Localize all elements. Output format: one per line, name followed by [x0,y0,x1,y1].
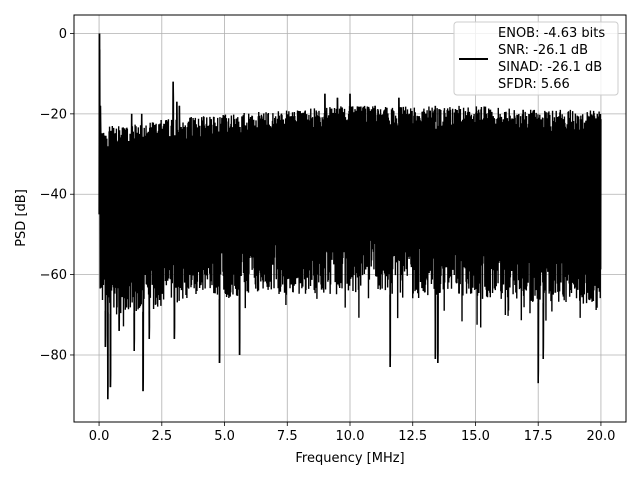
y-tick-label: −60 [40,268,67,283]
x-tick-label: 5.0 [214,429,235,444]
legend: ENOB: -4.63 bits SNR: -26.1 dB SINAD: -2… [453,21,619,96]
x-axis: 0.0 2.5 5.0 7.5 10.0 12.5 15.0 17.5 20.0 [89,422,615,444]
legend-snr: SNR: -26.1 dB [498,43,588,58]
x-tick-label: 2.5 [151,429,172,444]
x-tick-label: 12.5 [398,429,427,444]
x-axis-label: Frequency [MHz] [295,451,404,466]
y-tick-label: −20 [40,107,67,122]
x-tick-label: 20.0 [586,429,615,444]
x-tick-label: 17.5 [524,429,553,444]
legend-box [453,21,619,96]
y-axis: 0 −20 −40 −60 −80 [40,27,74,363]
x-tick-label: 7.5 [277,429,298,444]
y-tick-label: 0 [59,27,67,42]
legend-sfdr: SFDR: 5.66 [498,77,570,92]
series-psd [98,33,602,400]
psd-line [98,33,602,400]
y-tick-label: −40 [40,188,67,203]
y-axis-label: PSD [dB] [14,189,29,247]
legend-enob: ENOB: -4.63 bits [498,26,605,41]
x-tick-label: 0.0 [89,429,110,444]
x-tick-label: 10.0 [336,429,365,444]
y-tick-label: −80 [40,348,67,363]
legend-sinad: SINAD: -26.1 dB [498,60,602,75]
x-tick-label: 15.0 [461,429,490,444]
